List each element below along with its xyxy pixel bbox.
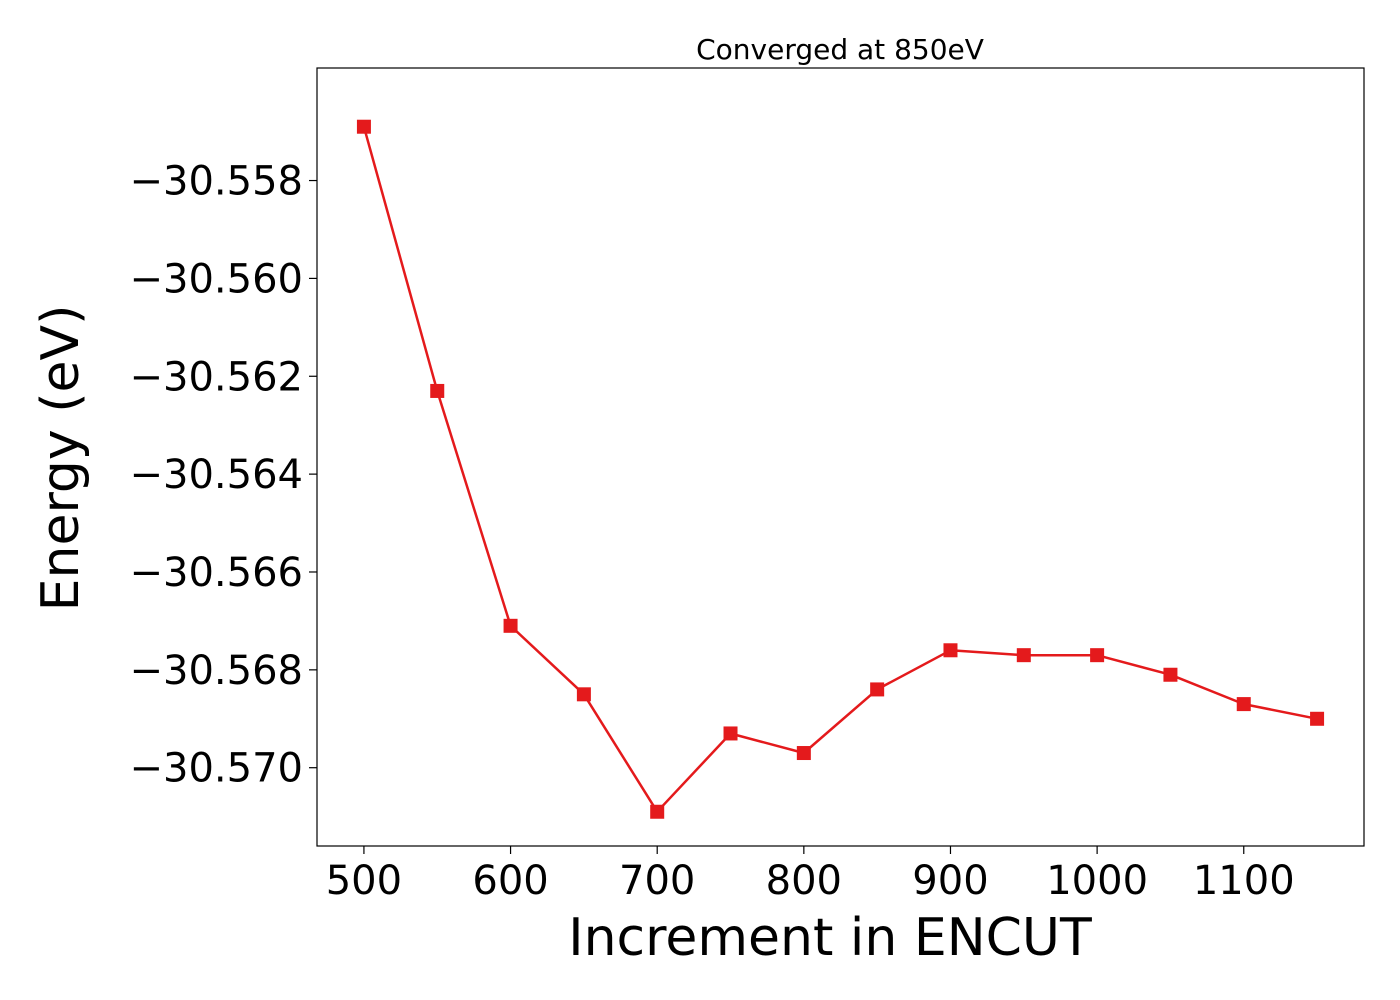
data-point-marker	[796, 746, 811, 761]
data-point-marker	[1163, 667, 1178, 682]
plot-area	[316, 67, 1365, 847]
y-tick-label: −30.562	[130, 354, 303, 400]
y-tick-label: −30.570	[130, 746, 303, 792]
y-axis-title: Energy (eV)	[31, 305, 91, 612]
y-tick-label: −30.560	[130, 256, 303, 302]
data-point-marker	[1016, 648, 1031, 663]
data-point-marker	[723, 726, 738, 741]
series-line	[362, 126, 1318, 813]
x-tick-label: 800	[766, 858, 842, 904]
y-tick-label: −30.566	[130, 550, 303, 596]
x-tick-label: 700	[619, 858, 695, 904]
data-point-marker	[1310, 711, 1325, 726]
data-point-marker	[576, 687, 591, 702]
x-tick-label: 1000	[1046, 858, 1148, 904]
x-tick-label: 500	[326, 858, 402, 904]
x-tick-label: 600	[472, 858, 548, 904]
chart-title: Converged at 850eV	[696, 33, 984, 66]
y-tick-label: −30.558	[130, 159, 303, 205]
x-tick-label: 900	[912, 858, 988, 904]
data-point-marker	[356, 119, 371, 134]
y-axis-ticks: −30.558 −30.560 −30.562 −30.564 −30.566 −30.5…	[130, 159, 317, 792]
y-tick-label: −30.568	[130, 648, 303, 694]
data-point-marker	[1090, 648, 1105, 663]
x-tick-label: 1100	[1193, 858, 1295, 904]
x-axis-ticks: 500 600 700 800 900 1000 1100	[326, 846, 1295, 904]
data-point-marker	[870, 682, 885, 697]
data-point-marker	[503, 618, 518, 633]
series-layer	[356, 119, 1325, 819]
y-tick-label: −30.564	[130, 452, 303, 498]
data-point-marker	[430, 383, 445, 398]
data-point-marker	[650, 804, 665, 819]
x-axis-title: Increment in ENCUT	[568, 908, 1092, 968]
data-point-marker	[943, 643, 958, 658]
data-point-marker	[1236, 697, 1251, 712]
